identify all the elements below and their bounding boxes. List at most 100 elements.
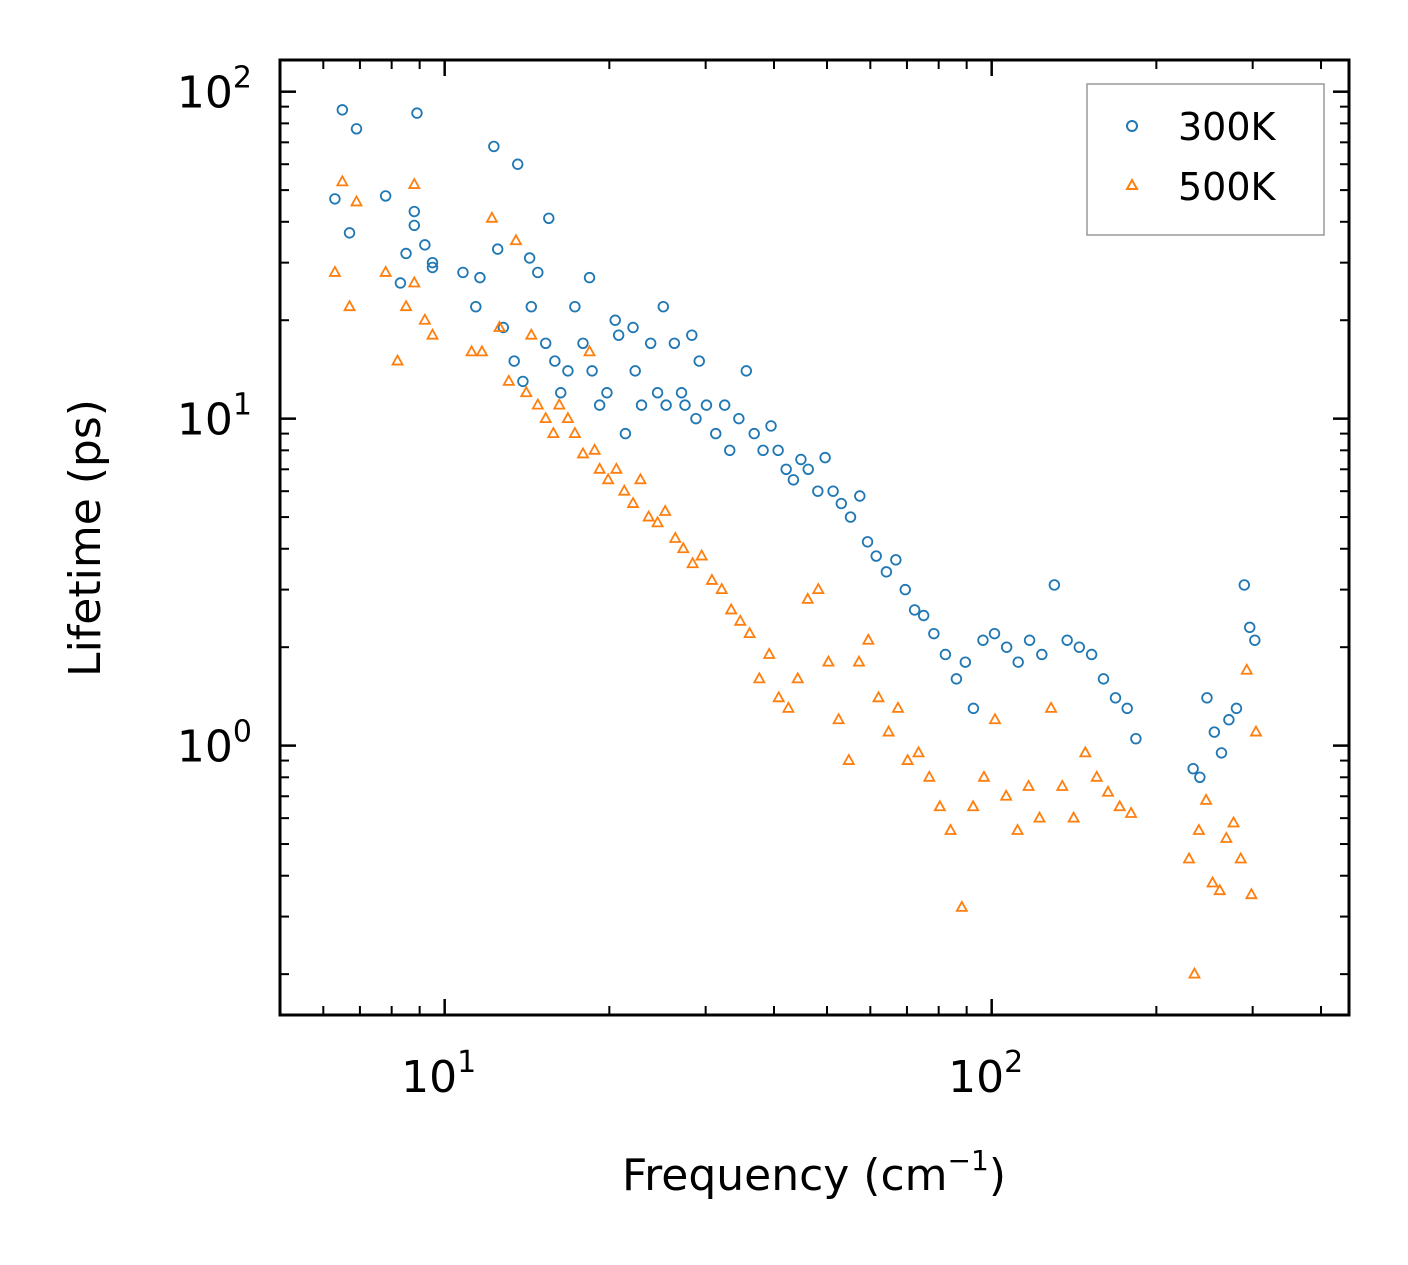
point-300k-82 [959,656,972,668]
point-300k-53 [710,427,722,440]
point-300k-26 [543,212,555,224]
point-500k-11 [465,344,479,357]
point-300k-78 [917,609,930,622]
point-300k-25 [539,337,552,350]
point-500k-3 [349,194,364,207]
point-500k-36 [658,504,672,516]
point-300k-30 [569,300,581,313]
point-300k-106 [1244,621,1256,634]
point-300k-74 [880,566,893,578]
point-300k-79 [928,627,940,640]
point-300k-101 [1208,726,1221,738]
point-500k-14 [493,320,507,332]
point-500k-30 [609,461,623,474]
point-300k-73 [870,550,882,562]
x-axis-title: Frequency (cm−1) [622,1144,1006,1201]
x-tick-label-0: 101 [401,1045,476,1103]
point-300k-46 [668,337,681,350]
point-300k-97 [1130,732,1142,745]
point-500k-50 [791,671,805,684]
legend-marker-500k [1125,177,1139,190]
point-300k-7 [408,219,420,232]
point-300k-89 [1036,648,1048,661]
point-500k-12 [475,344,489,357]
point-300k-96 [1121,702,1133,715]
point-300k-57 [740,365,753,377]
point-500k-79 [1101,784,1115,797]
point-500k-7 [407,177,421,189]
point-300k-98 [1187,762,1199,775]
point-500k-60 [891,701,905,713]
point-300k-104 [1230,702,1243,715]
point-500k-74 [1044,701,1058,713]
point-500k-43 [724,602,738,615]
point-300k-16 [488,140,500,153]
point-500k-70 [999,788,1013,801]
point-300k-44 [657,300,669,313]
point-500k-64 [933,799,947,812]
point-300k-77 [908,604,921,616]
point-300k-6 [400,247,412,260]
point-300k-40 [629,365,641,377]
point-500k-31 [617,483,631,496]
point-300k-64 [795,453,807,466]
point-300k-83 [967,702,980,715]
point-500k-22 [552,397,566,410]
point-500k-13 [485,210,499,223]
point-300k-75 [890,554,902,566]
point-300k-8 [408,205,420,218]
point-300k-17 [491,243,504,255]
point-300k-5 [394,277,407,289]
point-300k-45 [660,399,672,411]
point-500k-33 [633,472,647,485]
point-500k-20 [539,411,553,424]
point-300k-87 [1012,656,1024,668]
point-300k-84 [977,634,989,646]
series-500k [328,174,1263,979]
point-300k-86 [1000,641,1013,653]
point-300k-47 [675,387,688,399]
point-300k-90 [1048,579,1061,591]
point-300k-19 [508,355,520,367]
point-300k-43 [651,387,664,399]
legend-label-300k: 300K [1178,105,1277,149]
point-500k-18 [524,327,538,340]
point-300k-54 [718,399,731,411]
point-500k-80 [1113,799,1127,812]
point-300k-21 [517,375,529,388]
point-500k-35 [651,515,665,528]
point-500k-85 [1199,793,1213,805]
point-300k-14 [470,300,482,313]
point-300k-35 [601,387,613,399]
point-300k-68 [827,485,839,497]
point-500k-39 [686,556,700,569]
point-500k-73 [1032,810,1047,823]
point-500k-38 [676,541,690,554]
x-tick-label-1: 102 [948,1045,1023,1103]
point-300k-27 [549,355,561,367]
point-500k-93 [1249,724,1263,737]
point-300k-9 [411,107,423,119]
point-300k-72 [861,536,874,548]
x-axis-title-sup: −1 [948,1144,989,1177]
point-500k-16 [509,233,523,246]
point-500k-72 [1022,779,1036,791]
point-500k-15 [502,374,516,386]
legend-label-500k: 500K [1178,165,1277,209]
point-300k-32 [583,271,596,284]
point-300k-1 [336,104,349,116]
point-300k-67 [819,451,831,464]
point-500k-45 [743,626,757,639]
x-axis-title-main: Frequency (cm [622,1150,948,1201]
point-500k-5 [390,353,405,366]
point-300k-37 [612,329,625,341]
point-300k-31 [577,337,589,350]
point-300k-49 [686,329,698,341]
series-300k [329,104,1261,783]
point-500k-19 [531,397,545,410]
point-300k-15 [474,271,486,284]
point-300k-95 [1109,692,1122,704]
point-300k-62 [780,463,792,475]
point-300k-102 [1215,747,1228,759]
point-300k-36 [609,314,621,326]
